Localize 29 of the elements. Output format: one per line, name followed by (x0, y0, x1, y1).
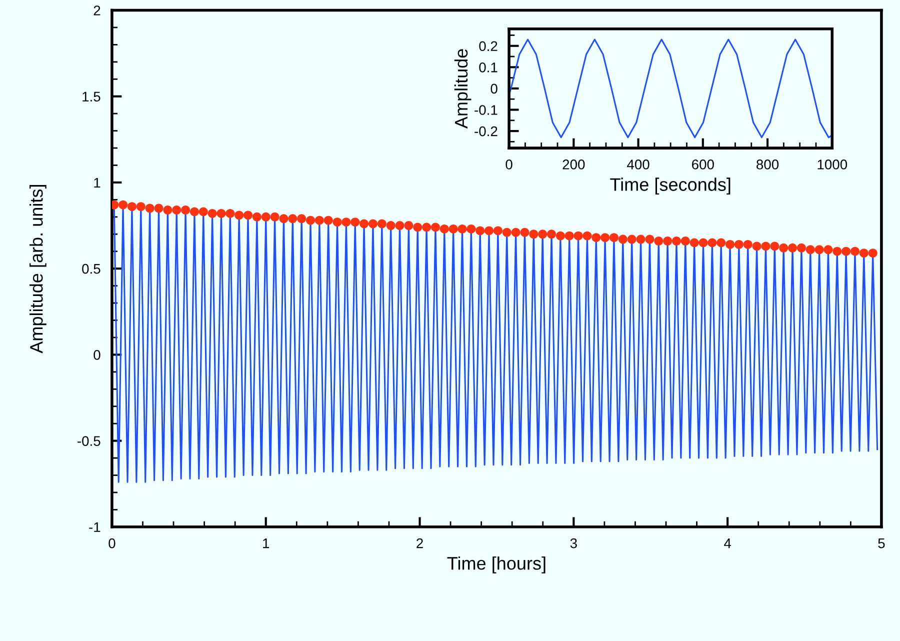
y-tick-label: -0.2 (474, 126, 498, 136)
y-tick-label: -0.1 (474, 105, 498, 115)
x-tick-label: 1 (263, 538, 270, 548)
x-tick-label: 0 (506, 160, 512, 170)
y-tick-label: 0.5 (82, 264, 100, 274)
y-tick-label: 0 (94, 350, 100, 360)
x-tick-label: 400 (627, 160, 650, 170)
y-axis-title: Amplitude (454, 49, 472, 129)
y-tick-label: 1.5 (82, 92, 100, 102)
y-tick-label: -0.5 (78, 436, 100, 446)
x-axis-title: Time [seconds] (610, 178, 730, 195)
x-tick-label: 600 (692, 160, 714, 170)
x-tick-label: 4 (724, 538, 732, 548)
y-tick-label: 0.1 (479, 62, 498, 72)
y-axis-title: Amplitude [arb. units] (30, 185, 46, 354)
x-tick-label: 5 (878, 538, 885, 548)
x-tick-label: 0 (108, 538, 116, 548)
x-axis-title: Time [hours] (447, 556, 546, 574)
x-tick-label: 3 (570, 538, 577, 548)
y-tick-label: 1 (94, 178, 100, 188)
y-tick-label: -1 (89, 522, 100, 532)
y-tick-label: 0.2 (479, 41, 498, 52)
y-tick-label: 0 (490, 84, 498, 94)
x-tick-label: 1000 (818, 160, 848, 170)
line-series (509, 38, 832, 138)
x-tick-label: 2 (416, 538, 423, 548)
x-tick-label: 800 (756, 160, 779, 170)
y-tick-label: 2 (94, 6, 100, 16)
x-tick-label: 200 (562, 160, 585, 170)
